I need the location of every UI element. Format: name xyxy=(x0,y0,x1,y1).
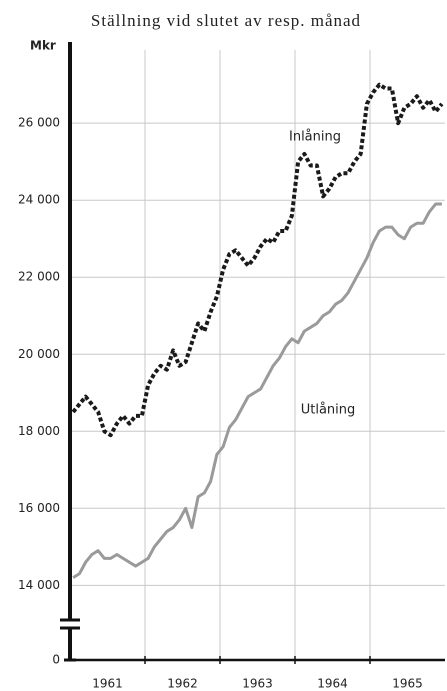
y-tick-label: 20 000 xyxy=(18,347,60,361)
y-tick-label: 22 000 xyxy=(18,270,60,284)
y-tick-label: 24 000 xyxy=(18,193,60,207)
series-label: Utlåning xyxy=(301,403,356,418)
y-tick-label: 18 000 xyxy=(18,424,60,438)
x-group-label: 1963 xyxy=(242,677,273,691)
x-group-label: 1962 xyxy=(167,677,198,691)
y-tick-label: 16 000 xyxy=(18,501,60,515)
series-line xyxy=(72,202,442,579)
x-group-label: 1965 xyxy=(392,677,423,691)
x-group-label: 1961 xyxy=(92,677,123,691)
chart-title: Ställning vid slutet av resp. månad xyxy=(91,11,361,30)
y-tick-label: 14 000 xyxy=(18,578,60,592)
series-label: Inlåning xyxy=(289,130,341,145)
series-line xyxy=(71,82,444,438)
x-group-label: 1964 xyxy=(317,677,348,691)
y-axis-label: Mkr xyxy=(30,39,56,53)
y-tick-label: 26 000 xyxy=(18,116,60,130)
y-tick-label: 0 xyxy=(52,653,60,667)
